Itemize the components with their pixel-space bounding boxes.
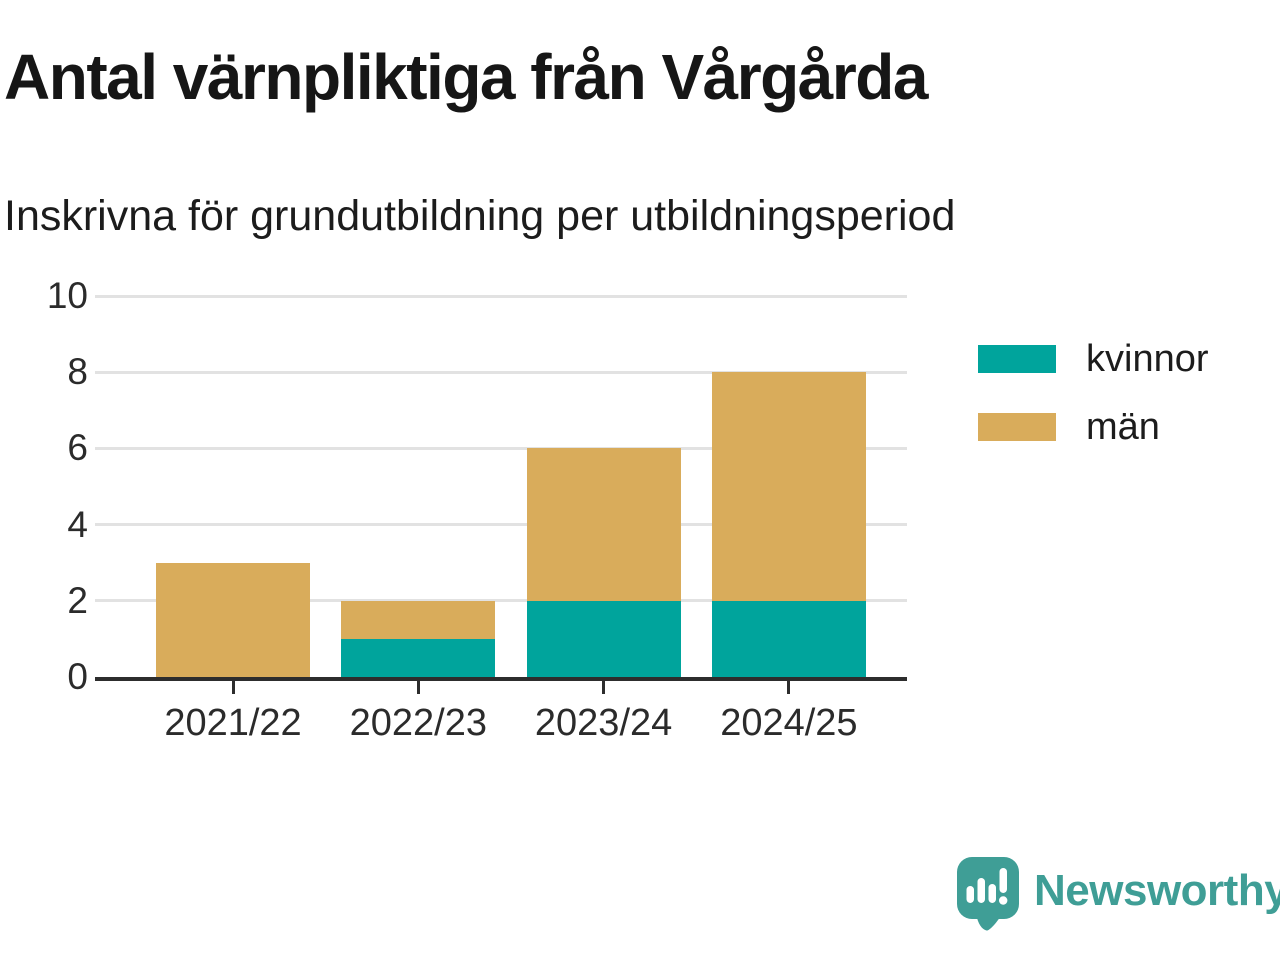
y-axis-label-10: 10 xyxy=(46,275,88,316)
gridline-y-8 xyxy=(95,370,907,374)
y-axis-label-2: 2 xyxy=(67,579,88,621)
bar-segment-män-2021/22 xyxy=(156,562,310,677)
x-axis-tick-2024/25 xyxy=(787,681,791,694)
y-axis-label-4: 4 xyxy=(67,503,88,545)
newsworthy-logo: Newsworthy xyxy=(956,856,1280,932)
legend-swatch-man xyxy=(978,413,1056,441)
chart-legend: kvinnor män xyxy=(978,340,1209,476)
y-axis-label-8: 8 xyxy=(67,351,88,393)
bar-segment-kvinnor-2024/25 xyxy=(711,600,866,677)
chart-subtitle: Inskrivna för grundutbildning per utbild… xyxy=(4,192,956,240)
gridline-y-4 xyxy=(95,523,907,527)
y-axis-label-6: 6 xyxy=(67,427,88,469)
bar-segment-män-2022/23 xyxy=(341,600,496,639)
x-axis-tick-2023/24 xyxy=(602,681,606,694)
newsworthy-bubble-chart-icon xyxy=(957,857,1019,931)
legend-swatch-kvinnor xyxy=(978,345,1056,373)
x-axis-label-2023/24: 2023/24 xyxy=(534,702,673,744)
x-axis-tick-2022/23 xyxy=(416,681,420,694)
y-axis-label-0: 0 xyxy=(67,656,88,697)
bar-segment-kvinnor-2022/23 xyxy=(341,638,496,677)
bar-segment-kvinnor-2023/24 xyxy=(526,600,681,677)
x-axis-label-2021/22: 2021/22 xyxy=(164,702,302,744)
gridline-y-6 xyxy=(95,446,907,450)
legend-label-man: män xyxy=(1086,406,1160,448)
bar-segment-män-2024/25 xyxy=(711,372,866,601)
legend-item-man: män xyxy=(978,408,1209,446)
x-axis-tick-2021/22 xyxy=(231,681,235,694)
x-axis-label-2022/23: 2022/23 xyxy=(349,702,487,744)
newsworthy-wordmark: Newsworthy xyxy=(1034,866,1280,915)
legend-label-kvinnor: kvinnor xyxy=(1086,338,1209,380)
gridline-y-2 xyxy=(95,599,907,603)
page-title: Antal värnpliktiga från Vårgårda xyxy=(4,41,928,113)
bar-segment-män-2023/24 xyxy=(526,448,681,601)
x-axis-line xyxy=(95,677,907,681)
x-axis-label-2024/25: 2024/25 xyxy=(720,702,858,744)
gridline-y-10 xyxy=(95,294,907,298)
legend-item-kvinnor: kvinnor xyxy=(978,340,1209,378)
